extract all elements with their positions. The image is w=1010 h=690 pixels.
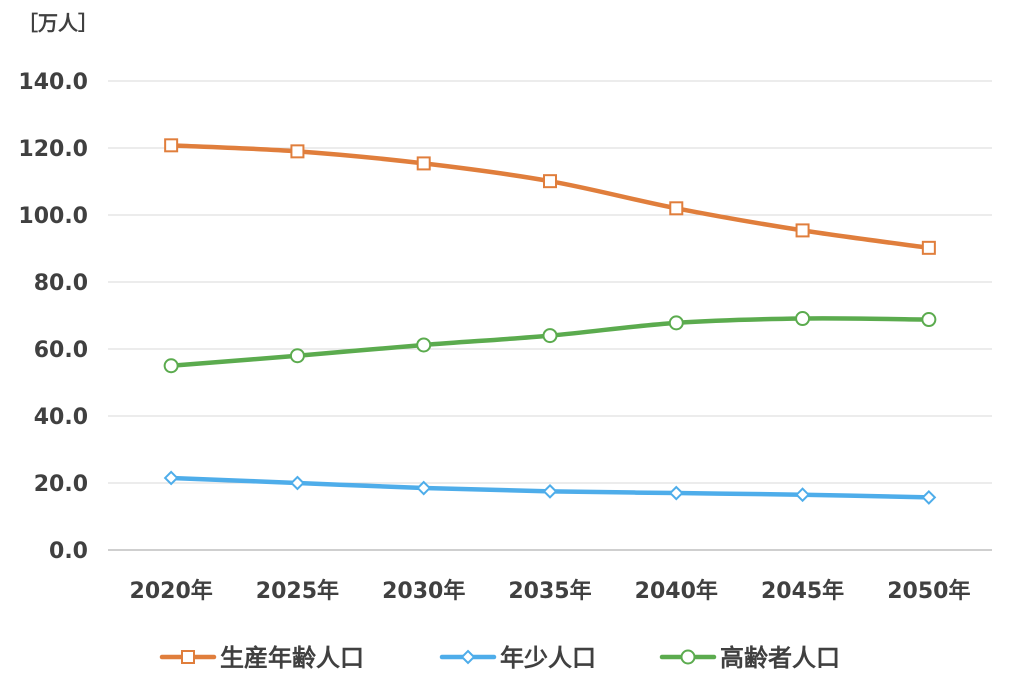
- legend-label: 生産年齢人口: [220, 644, 364, 672]
- x-tick-label: 2020年: [130, 578, 213, 604]
- series-1: [164, 138, 936, 255]
- data-point: [921, 489, 937, 505]
- data-point: [163, 358, 179, 374]
- x-tick-label: 2045年: [761, 578, 844, 604]
- legend-item: 年少人口: [439, 644, 596, 672]
- data-point: [668, 485, 684, 501]
- data-point: [921, 240, 936, 255]
- x-tick-label: 2030年: [382, 578, 465, 604]
- data-point: [668, 315, 684, 331]
- data-point: [416, 156, 431, 171]
- data-point: [290, 144, 305, 159]
- data-point: [542, 328, 558, 344]
- y-tick-label: 40.0: [34, 405, 88, 430]
- data-point: [669, 201, 684, 216]
- x-tick-label: 2040年: [635, 578, 718, 604]
- data-point: [163, 470, 179, 486]
- y-tick-label: 80.0: [34, 271, 88, 296]
- data-point: [921, 312, 937, 328]
- data-point: [795, 311, 811, 327]
- legend-label: 年少人口: [500, 644, 596, 672]
- data-point: [542, 483, 558, 499]
- series-3: [163, 311, 937, 374]
- series-2: [163, 470, 937, 505]
- data-point: [290, 475, 305, 491]
- legend-marker: [680, 649, 696, 665]
- data-point: [795, 487, 810, 503]
- legend-marker: [460, 649, 476, 665]
- y-tick-label: 140.0: [18, 70, 88, 95]
- x-tick-label: 2035年: [508, 578, 591, 604]
- x-tick-label: 2025年: [256, 578, 339, 604]
- x-axis-ticks: 2020年 2025年 2030年 2035年 2040年 2045年 2050年: [130, 578, 971, 604]
- series-line: [168, 143, 932, 251]
- y-tick-label: 100.0: [18, 204, 88, 229]
- legend-marker: [181, 650, 195, 664]
- legend: 生産年齢人口 年少人口 高齢者人口: [159, 644, 840, 672]
- y-tick-label: 0.0: [49, 539, 88, 564]
- legend-item: 高齢者人口: [659, 644, 840, 672]
- y-tick-label: 20.0: [34, 472, 88, 497]
- data-point: [795, 223, 810, 238]
- data-point: [164, 138, 179, 153]
- y-axis-unit-label: ［万人］: [18, 11, 98, 35]
- data-point: [543, 174, 557, 189]
- legend-item: 生産年齢人口: [159, 644, 364, 672]
- data-point: [289, 348, 305, 364]
- y-axis-ticks: 0.0 20.0 40.0 60.0 80.0 100.0 120.0 140.0: [18, 70, 88, 564]
- x-tick-label: 2050年: [887, 578, 970, 604]
- data-point: [416, 480, 432, 496]
- legend-label: 高齢者人口: [720, 644, 840, 672]
- y-tick-label: 120.0: [18, 137, 88, 162]
- series-lines: [163, 138, 937, 505]
- y-tick-label: 60.0: [34, 338, 88, 363]
- data-point: [416, 337, 432, 353]
